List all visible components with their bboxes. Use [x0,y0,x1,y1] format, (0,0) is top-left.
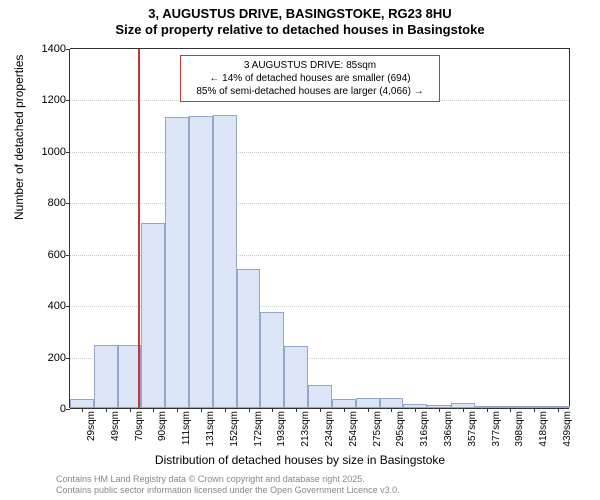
y-axis-title: Number of detached properties [12,55,26,220]
y-tick-label: 200 [32,352,66,364]
x-tick-label: 336sqm [443,411,454,451]
y-tick-label: 1400 [32,43,66,55]
x-tick-label: 70sqm [134,411,145,451]
bar [284,346,308,408]
title-sub: Size of property relative to detached ho… [0,21,600,37]
bar [237,269,261,408]
bar [332,399,356,408]
x-tick-label: 439sqm [562,411,573,451]
x-tick-label: 131sqm [205,411,216,451]
bar [213,115,237,408]
x-tick-label: 234sqm [324,411,335,451]
bar [189,116,213,408]
bar [141,223,165,408]
x-tick-label: 418sqm [538,411,549,451]
bar [94,345,118,408]
x-tick-label: 254sqm [348,411,359,451]
reference-line [138,49,140,408]
x-tick-label: 172sqm [253,411,264,451]
gridline [70,203,569,204]
x-axis-title: Distribution of detached houses by size … [0,453,600,467]
y-tick-label: 400 [32,300,66,312]
x-tick-label: 152sqm [229,411,240,451]
y-tick-label: 1200 [32,94,66,106]
footer: Contains HM Land Registry data © Crown c… [56,474,400,497]
bar [380,398,404,408]
x-tick-label: 90sqm [157,411,168,451]
plot-region: 020040060080010001200140029sqm49sqm70sqm… [70,49,569,408]
x-tick-label: 111sqm [181,411,192,451]
x-tick-label: 49sqm [110,411,121,451]
x-tick-label: 295sqm [395,411,406,451]
x-tick-label: 357sqm [467,411,478,451]
x-tick-label: 398sqm [514,411,525,451]
annotation-line2: ← 14% of detached houses are smaller (69… [187,72,433,85]
x-tick-label: 316sqm [419,411,430,451]
y-tick-label: 800 [32,197,66,209]
bar [308,385,332,408]
chart-area: 020040060080010001200140029sqm49sqm70sqm… [70,48,570,408]
bar [70,399,94,408]
bar [356,398,380,408]
annotation-line1: 3 AUGUSTUS DRIVE: 85sqm [187,59,433,72]
y-tick-label: 0 [32,403,66,415]
y-tick-label: 600 [32,249,66,261]
annotation-box: 3 AUGUSTUS DRIVE: 85sqm ← 14% of detache… [180,55,440,102]
x-axis [70,408,569,409]
bar [165,117,189,408]
x-tick-label: 29sqm [86,411,97,451]
gridline [70,152,569,153]
y-tick-mark [66,409,70,410]
annotation-line3: 85% of semi-detached houses are larger (… [187,85,433,98]
y-axis [69,49,70,408]
x-tick-label: 213sqm [300,411,311,451]
bar [260,312,284,408]
x-tick-label: 193sqm [276,411,287,451]
footer-line1: Contains HM Land Registry data © Crown c… [56,474,400,485]
x-tick-label: 377sqm [491,411,502,451]
footer-line2: Contains public sector information licen… [56,485,400,496]
y-tick-label: 1000 [32,146,66,158]
title-main: 3, AUGUSTUS DRIVE, BASINGSTOKE, RG23 8HU [0,0,600,21]
x-tick-label: 275sqm [372,411,383,451]
